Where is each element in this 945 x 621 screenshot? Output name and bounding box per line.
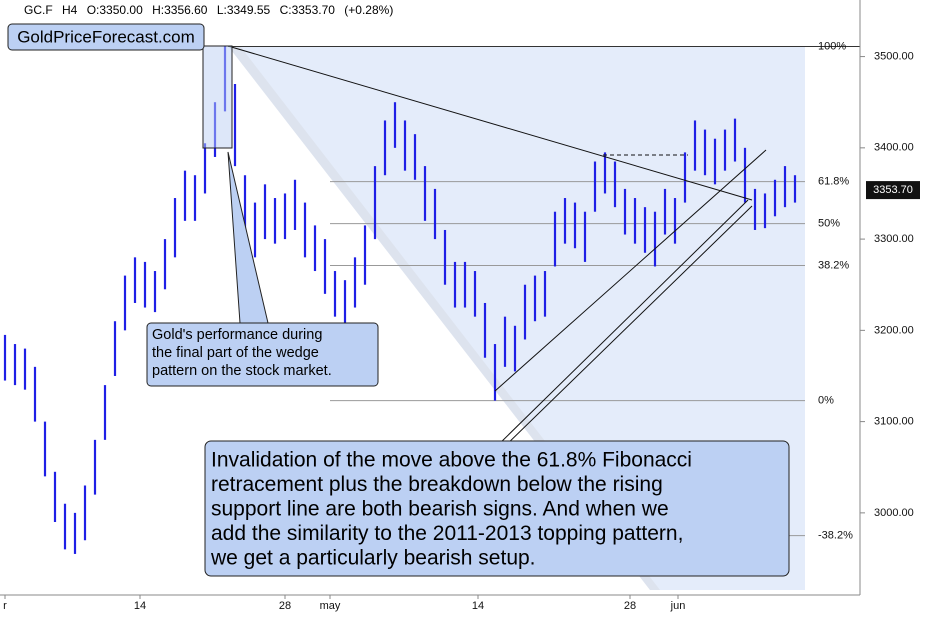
support-line bbox=[494, 149, 767, 392]
y-tick-label: 3400.00 bbox=[874, 142, 914, 154]
annotations: Gold's performance during the final part … bbox=[152, 327, 692, 570]
pointer-line bbox=[494, 199, 749, 449]
annotation-line: Gold's performance during bbox=[152, 327, 322, 343]
high: H:3356.60 bbox=[152, 3, 208, 17]
fib-levels: 100% 61.8% 50% 38.2% 0% -38.2% bbox=[228, 40, 860, 542]
annotation-line: Invalidation of the move above the 61.8%… bbox=[211, 449, 692, 472]
annotation-line: retracement plus the breakdown below the… bbox=[211, 473, 663, 496]
annotation-line: support line are both bearish signs. And… bbox=[211, 498, 669, 521]
x-tick-label: r bbox=[3, 600, 7, 612]
fib-label: -38.2% bbox=[818, 530, 853, 542]
wedge-line bbox=[227, 45, 753, 201]
x-tick-label: 14 bbox=[134, 600, 146, 612]
price-bars bbox=[3, 46, 797, 554]
watermark-box bbox=[7, 23, 205, 51]
fib-label: 100% bbox=[818, 40, 846, 52]
change: (+0.28%) bbox=[344, 3, 393, 17]
x-tick-label: 28 bbox=[279, 600, 291, 612]
watermark: GoldPriceForecast.com bbox=[17, 27, 195, 46]
fib-label: 0% bbox=[818, 395, 834, 407]
annotation-line: add the similarity to the 2011-2013 topp… bbox=[211, 522, 683, 545]
y-tick-label: 3300.00 bbox=[874, 233, 914, 245]
interval: H4 bbox=[62, 3, 78, 17]
callout-box bbox=[204, 440, 790, 577]
y-tick-label: 3100.00 bbox=[874, 416, 914, 428]
axis-ticks: 3000.00 3100.00 3200.00 3300.00 3400.00 3500.… bbox=[3, 50, 920, 612]
trend-lines bbox=[227, 45, 767, 449]
fib-label: 50% bbox=[818, 217, 840, 229]
y-tick-label: 3500.00 bbox=[874, 50, 914, 62]
y-tick-label: 3000.00 bbox=[874, 507, 914, 519]
highlight-box bbox=[202, 45, 233, 149]
close: C:3353.70 bbox=[280, 3, 336, 17]
header: GC.F H4 O:3350.00 H:3356.60 L:3349.55 C:… bbox=[24, 3, 393, 17]
open: O:3350.00 bbox=[87, 3, 143, 17]
symbol: GC.F bbox=[24, 3, 53, 17]
x-tick-label: may bbox=[320, 600, 341, 612]
x-tick-label: 28 bbox=[624, 600, 636, 612]
last-price-box bbox=[866, 181, 920, 200]
y-tick-label: 3200.00 bbox=[874, 324, 914, 336]
low: L:3349.55 bbox=[217, 3, 271, 17]
last-price-label: 3353.70 bbox=[873, 184, 913, 196]
x-tick-label: jun bbox=[670, 600, 686, 612]
annotation-line: the final part of the wedge bbox=[152, 345, 319, 361]
pointer-line bbox=[502, 205, 753, 449]
callout-box bbox=[146, 322, 379, 387]
fib-label: 38.2% bbox=[818, 259, 849, 271]
annotation-line: pattern on the stock market. bbox=[152, 363, 332, 379]
x-tick-label: 14 bbox=[472, 600, 484, 612]
fib-label: 61.8% bbox=[818, 176, 849, 188]
annotation-line: we get a particularly bearish setup. bbox=[210, 547, 536, 570]
